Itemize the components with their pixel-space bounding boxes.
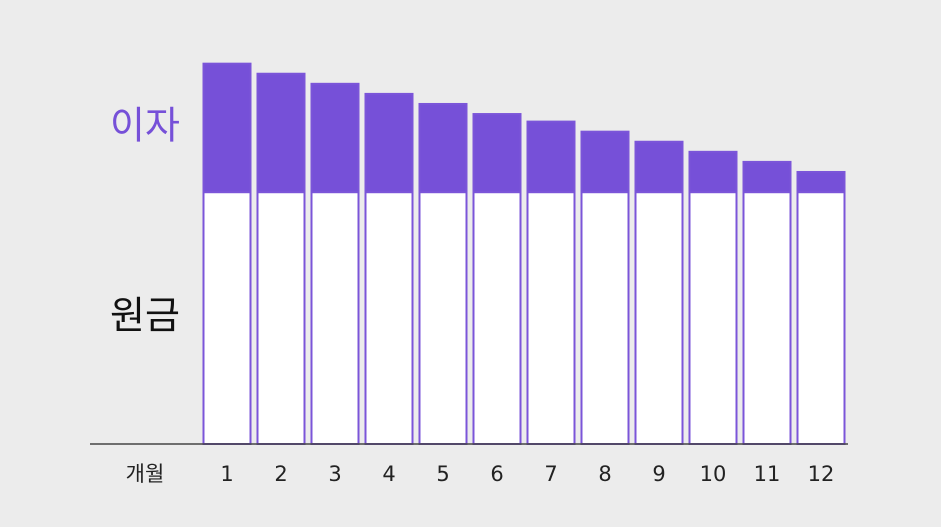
bar-segment xyxy=(364,92,414,194)
legend-label: 원금 xyxy=(110,294,180,338)
legend-label: 이자 xyxy=(110,103,180,147)
bar-segment xyxy=(364,191,414,445)
bar-segment xyxy=(202,62,252,194)
x-tick-label: 4 xyxy=(382,462,395,486)
x-tick-label: 11 xyxy=(754,462,781,486)
x-tick-label: 8 xyxy=(598,462,611,486)
x-tick-label: 10 xyxy=(700,462,727,486)
bar-segment xyxy=(634,140,684,194)
bar-segment xyxy=(418,102,468,194)
bar-segment xyxy=(688,191,738,445)
bar-segment xyxy=(472,191,522,445)
bar-segment xyxy=(310,82,360,194)
bar-segment xyxy=(256,191,306,445)
bar-segment xyxy=(310,191,360,445)
x-tick-label: 1 xyxy=(220,462,233,486)
x-tick-label: 5 xyxy=(436,462,449,486)
bar-segment xyxy=(634,191,684,445)
bar-segment xyxy=(796,191,846,445)
bar-segment xyxy=(688,150,738,194)
bar-segment xyxy=(742,160,792,194)
bar-segment xyxy=(580,191,630,445)
bar-segment xyxy=(472,113,522,194)
bar-segment xyxy=(580,130,630,194)
x-tick-label: 2 xyxy=(274,462,287,486)
bar-segment xyxy=(526,191,576,445)
bar-segment xyxy=(418,191,468,445)
x-tick-label: 6 xyxy=(490,462,503,486)
x-tick-label: 7 xyxy=(544,462,557,486)
bar-segment xyxy=(526,120,576,194)
bar-segment xyxy=(256,72,306,194)
x-axis-label: 개월 xyxy=(126,462,165,486)
x-tick-label: 12 xyxy=(808,462,835,486)
bar-segment xyxy=(796,170,846,194)
x-tick-label: 3 xyxy=(328,462,341,486)
x-tick-label: 9 xyxy=(652,462,665,486)
bar-segment xyxy=(202,191,252,445)
bar-segment xyxy=(742,191,792,445)
